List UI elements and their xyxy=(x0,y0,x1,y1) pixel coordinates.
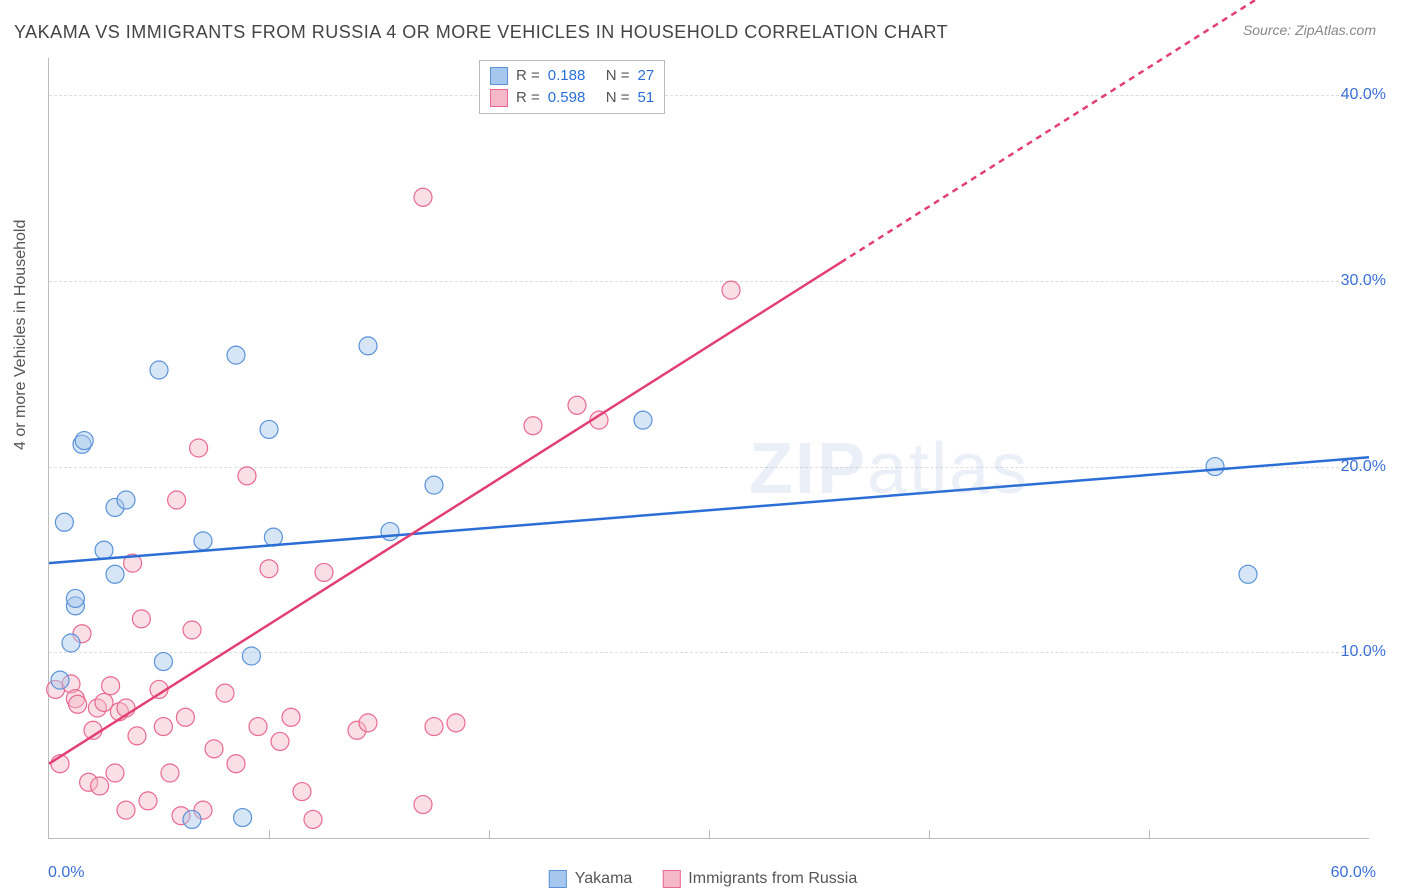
data-point xyxy=(91,777,109,795)
data-point xyxy=(216,684,234,702)
r-value: 0.598 xyxy=(548,87,598,109)
data-point xyxy=(234,809,252,827)
n-value: 27 xyxy=(638,65,655,87)
legend-label: Immigrants from Russia xyxy=(688,870,857,888)
data-point xyxy=(1206,458,1224,476)
data-point xyxy=(568,396,586,414)
data-point xyxy=(282,708,300,726)
data-point xyxy=(242,647,260,665)
data-point xyxy=(634,411,652,429)
data-point xyxy=(293,783,311,801)
legend-item-yakama: Yakama xyxy=(549,870,633,888)
data-point xyxy=(194,532,212,550)
swatch-icon xyxy=(662,870,680,888)
data-point xyxy=(315,563,333,581)
data-point xyxy=(69,695,87,713)
x-tick-label-max: 60.0% xyxy=(1331,864,1376,882)
data-point xyxy=(414,188,432,206)
data-point xyxy=(75,432,93,450)
data-point xyxy=(524,417,542,435)
data-point xyxy=(271,732,289,750)
y-tick-label: 40.0% xyxy=(1341,86,1386,104)
legend-stat-row: R = 0.598 N = 51 xyxy=(490,87,654,109)
data-point xyxy=(62,634,80,652)
y-tick-label: 20.0% xyxy=(1341,458,1386,476)
legend-label: Yakama xyxy=(575,870,633,888)
chart-title: YAKAMA VS IMMIGRANTS FROM RUSSIA 4 OR MO… xyxy=(14,22,948,43)
source-attribution: Source: ZipAtlas.com xyxy=(1243,22,1376,38)
r-label: R = xyxy=(516,87,540,109)
r-value: 0.188 xyxy=(548,65,598,87)
data-point xyxy=(205,740,223,758)
data-point xyxy=(359,337,377,355)
swatch-icon xyxy=(549,870,567,888)
data-point xyxy=(381,523,399,541)
x-tick-label-min: 0.0% xyxy=(48,864,84,882)
data-point xyxy=(414,796,432,814)
series-legend: Yakama Immigrants from Russia xyxy=(549,870,857,888)
data-point xyxy=(238,467,256,485)
data-point xyxy=(128,727,146,745)
r-label: R = xyxy=(516,65,540,87)
data-point xyxy=(425,718,443,736)
y-axis-label: 4 or more Vehicles in Household xyxy=(12,220,30,450)
data-point xyxy=(359,714,377,732)
data-point xyxy=(161,764,179,782)
data-point xyxy=(176,708,194,726)
data-point xyxy=(106,565,124,583)
swatch-icon xyxy=(490,89,508,107)
data-point xyxy=(249,718,267,736)
data-point xyxy=(117,801,135,819)
data-point xyxy=(117,491,135,509)
data-point xyxy=(66,589,84,607)
data-point xyxy=(102,677,120,695)
n-value: 51 xyxy=(638,87,655,109)
correlation-legend: R = 0.188 N = 27 R = 0.598 N = 51 xyxy=(479,60,665,114)
data-point xyxy=(139,792,157,810)
data-point xyxy=(304,810,322,828)
data-point xyxy=(51,671,69,689)
legend-item-russia: Immigrants from Russia xyxy=(662,870,857,888)
data-point xyxy=(260,560,278,578)
data-point xyxy=(132,610,150,628)
data-point xyxy=(227,346,245,364)
n-label: N = xyxy=(606,87,630,109)
scatter-svg xyxy=(49,58,1369,838)
plot-area: ZIPatlas R =0.188N =27R =0.598N =51 xyxy=(48,58,1369,839)
data-point xyxy=(95,541,113,559)
data-point xyxy=(227,755,245,773)
data-point xyxy=(260,420,278,438)
data-point xyxy=(168,491,186,509)
legend-stat-row: R = 0.188 N = 27 xyxy=(490,65,654,87)
n-label: N = xyxy=(606,65,630,87)
data-point xyxy=(55,513,73,531)
data-point xyxy=(1239,565,1257,583)
y-tick-label: 30.0% xyxy=(1341,272,1386,290)
data-point xyxy=(183,621,201,639)
data-point xyxy=(154,718,172,736)
data-point xyxy=(190,439,208,457)
swatch-icon xyxy=(490,67,508,85)
data-point xyxy=(447,714,465,732)
trend-line xyxy=(49,262,841,763)
data-point xyxy=(150,361,168,379)
data-point xyxy=(154,653,172,671)
data-point xyxy=(722,281,740,299)
data-point xyxy=(183,810,201,828)
data-point xyxy=(425,476,443,494)
data-point xyxy=(106,764,124,782)
y-tick-label: 10.0% xyxy=(1341,643,1386,661)
